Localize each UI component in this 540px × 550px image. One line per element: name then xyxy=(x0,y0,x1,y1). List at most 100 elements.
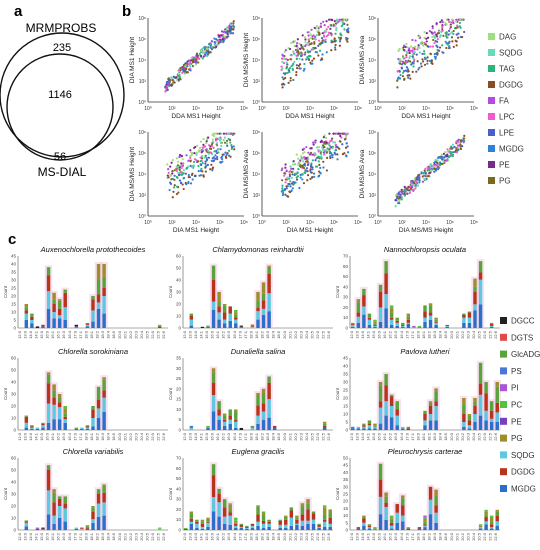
bar-segment xyxy=(267,519,271,522)
bar-segment xyxy=(378,382,383,386)
scatter-point xyxy=(297,163,300,166)
stacked-bar xyxy=(195,519,199,530)
bar-segment xyxy=(46,372,51,375)
bar-segment xyxy=(434,489,438,496)
scatter-point xyxy=(433,170,436,173)
x-tick-label: 20:3 xyxy=(133,532,138,541)
scatter-point xyxy=(438,30,441,33)
stacked-bar xyxy=(85,323,90,328)
stacked-bar xyxy=(256,505,260,530)
scatter-point xyxy=(292,50,295,53)
x-tick-label: 17:1 xyxy=(78,330,83,339)
scatter-point xyxy=(212,156,215,159)
scatter-point xyxy=(182,69,185,73)
bar-segment xyxy=(57,397,62,403)
x-tick-label: 22:0 xyxy=(150,532,155,541)
scatter-point xyxy=(455,33,458,36)
bar-segment xyxy=(24,310,29,314)
scatter-point xyxy=(179,66,182,70)
bar-segment xyxy=(434,512,438,523)
scatter-point xyxy=(406,192,409,195)
bar-segment xyxy=(30,426,34,428)
bar-segment xyxy=(256,395,260,406)
bar-segment xyxy=(495,521,499,526)
x-tick-label: 20:0 xyxy=(117,330,122,339)
scatter-point xyxy=(292,183,295,186)
bar-segment xyxy=(434,420,438,430)
bar-segment xyxy=(373,325,377,327)
scatter-point xyxy=(305,145,308,149)
bar-segment xyxy=(24,521,29,523)
x-tick-label: 18:0 xyxy=(83,432,88,441)
bar-segment xyxy=(96,308,101,328)
scatter-point xyxy=(168,84,171,88)
bar-segment xyxy=(473,401,477,406)
y-tick-label: 50 xyxy=(11,468,17,473)
scatter-point xyxy=(445,42,448,45)
scatter-point xyxy=(293,53,296,56)
scatter-point xyxy=(329,139,332,143)
x-tick-label: 18:3 xyxy=(265,432,270,441)
bar-segment xyxy=(261,282,266,294)
bar-segment xyxy=(102,412,106,430)
bar-segment xyxy=(434,495,438,506)
scatter-point xyxy=(185,154,188,157)
scatter-point xyxy=(335,28,338,32)
scatter-point xyxy=(295,45,298,48)
bar-chart-4: Chlorella sorokiniana0102030405060Count1… xyxy=(3,347,168,441)
bar-segment xyxy=(395,322,399,326)
bar-segment xyxy=(85,527,90,529)
scatter-point xyxy=(426,56,429,59)
bar-segment xyxy=(384,401,388,416)
scatter-point xyxy=(325,169,329,172)
scatter-point xyxy=(436,40,439,43)
bar-segment xyxy=(228,509,232,513)
scatter-point xyxy=(325,149,328,152)
y-tick-label: 35 xyxy=(11,270,17,275)
scatter-point xyxy=(199,160,202,163)
stacked-bar xyxy=(102,377,106,430)
bar-segment xyxy=(395,320,399,323)
bar-segment xyxy=(412,325,416,327)
scatter-point xyxy=(323,23,326,27)
scatter-point xyxy=(289,180,292,183)
y-tick-label: 10⁸ xyxy=(368,16,376,22)
y-tick-label: 25 xyxy=(343,388,349,393)
scatter-point xyxy=(324,40,327,43)
bar-segment xyxy=(406,323,411,328)
scatter-point xyxy=(313,152,317,155)
bar-segment xyxy=(367,527,372,529)
scatter-point xyxy=(233,148,236,151)
scatter-point xyxy=(190,56,193,60)
scatter-point xyxy=(334,143,337,146)
scatter-point xyxy=(296,54,300,57)
x-tick-label: 16:4 xyxy=(232,432,237,441)
bar-segment xyxy=(52,304,56,312)
legend-b-label: TAG xyxy=(499,65,515,74)
stacked-bar xyxy=(74,427,79,430)
bar-segment xyxy=(261,293,266,301)
stacked-bar xyxy=(423,515,427,530)
bar-segment xyxy=(222,421,227,426)
scatter-point xyxy=(283,56,286,59)
scatter-point xyxy=(400,66,403,69)
scatter-point xyxy=(211,133,214,136)
bar-segment xyxy=(24,520,29,522)
scatter-point xyxy=(411,61,414,64)
scatter-point xyxy=(422,50,426,53)
bar-segment xyxy=(222,312,227,320)
x-tick-label: 16:1 xyxy=(215,432,220,441)
bar-segment xyxy=(489,322,494,324)
scatter-point xyxy=(205,156,208,160)
bar-segment xyxy=(423,420,427,426)
stacked-bar xyxy=(428,401,433,430)
bar-segment xyxy=(228,419,232,424)
bar-segment xyxy=(295,515,299,518)
x-tick-label: 20:1 xyxy=(454,330,459,339)
stacked-bar xyxy=(317,523,321,530)
x-tick-label: 10⁶ xyxy=(216,106,224,112)
scatter-point xyxy=(201,57,204,60)
x-tick-label: 20:4 xyxy=(139,532,144,541)
y-axis-label: DIA MS/MS Area xyxy=(359,35,366,84)
